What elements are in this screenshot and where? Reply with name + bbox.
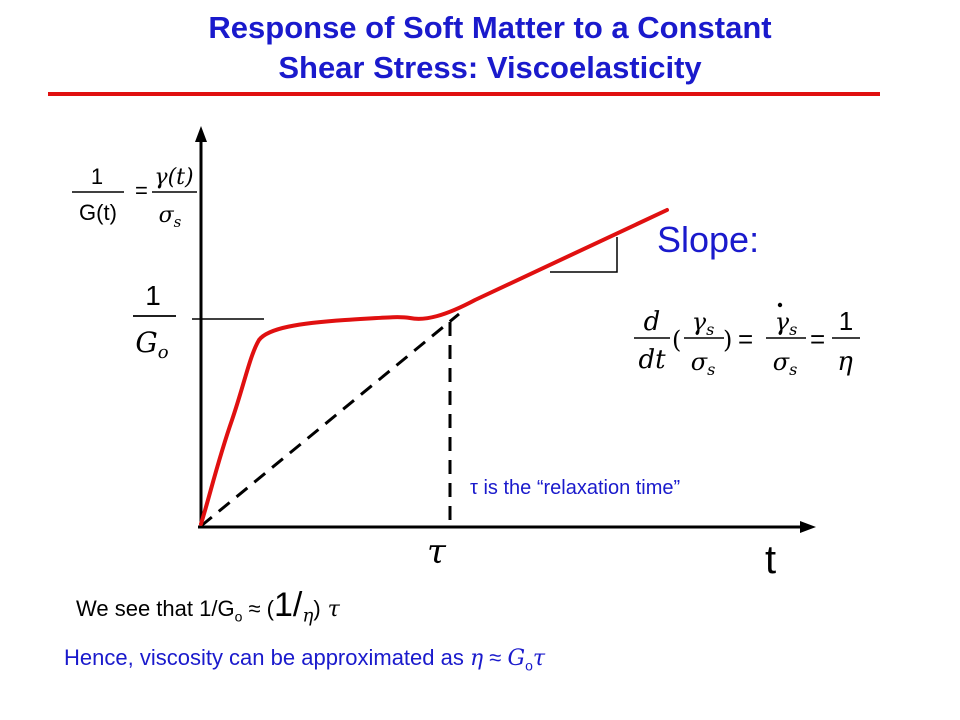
we-see-prefix: We see that 1/G xyxy=(76,596,235,621)
we-see-statement: We see that 1/Go ≈ (1/η) τ xyxy=(76,586,340,626)
slide-title: Response of Soft Matter to a Constant Sh… xyxy=(0,8,960,88)
slope-label: Slope: xyxy=(657,219,760,260)
y-label-sigma: σ xyxy=(159,203,175,228)
slope-sigma-denominator: σs xyxy=(691,348,716,379)
hence-prefix: Hence, viscosity can be approximated as xyxy=(64,645,470,670)
slope-sigma-denominator-2: σs xyxy=(773,348,798,379)
y-axis-arrowhead xyxy=(195,126,207,142)
tau-tick-label: τ xyxy=(427,532,446,572)
we-see-approx: ≈ ( xyxy=(242,596,274,621)
slope-dt: dt xyxy=(638,345,666,375)
slope-equals-2: = xyxy=(810,324,825,354)
we-see-sub: o xyxy=(234,608,243,625)
slope-open-paren: ( xyxy=(672,326,681,354)
we-see-one-slash: 1/ xyxy=(274,586,303,624)
hence-statement: Hence, viscosity can be approximated as … xyxy=(64,645,545,673)
slope-close-paren: ) xyxy=(723,326,732,354)
we-see-tau: τ xyxy=(320,597,340,622)
we-see-eta: η xyxy=(302,605,314,627)
y-axis-label: 1 G(t) = γ(t) σs xyxy=(72,164,197,231)
slope-triangle xyxy=(550,237,618,273)
inverse-modulus-numerator: 1 xyxy=(145,280,161,311)
creep-compliance-curve xyxy=(199,208,669,526)
inverse-modulus-label: 1 Go xyxy=(133,280,176,363)
title-line-1: Response of Soft Matter to a Constant xyxy=(208,10,772,45)
x-axis-arrowhead xyxy=(800,521,816,533)
slope-gamma-numerator: γs xyxy=(692,308,715,339)
y-label-lhs-denominator: G(t) xyxy=(79,200,117,225)
relaxation-time-note: τ is the “relaxation time” xyxy=(470,477,681,499)
hence-g: G xyxy=(507,646,526,671)
time-axis-label: t xyxy=(765,538,777,582)
hence-tau: τ xyxy=(532,646,546,671)
title-underline xyxy=(48,92,880,96)
slope-gamma-dot xyxy=(777,302,783,308)
slope-gammadot-numerator: γs xyxy=(775,308,798,339)
y-label-sigma-sub: s xyxy=(174,213,182,231)
title-line-2: Shear Stress: Viscoelasticity xyxy=(278,50,702,85)
slope-d: d xyxy=(644,307,661,337)
y-label-rhs-denominator: σs xyxy=(159,203,182,231)
slope-equation: d dt ( γs σs ) = γs σs = 1 η xyxy=(634,302,860,379)
hence-approx: ≈ xyxy=(483,645,508,670)
slope-eta: η xyxy=(837,347,853,377)
hence-sub: o xyxy=(525,657,533,674)
extrapolation-dashed-line xyxy=(200,312,460,528)
inverse-modulus-denominator: Go xyxy=(135,326,168,363)
hence-eta: η xyxy=(469,646,484,671)
y-label-equals: = xyxy=(135,178,148,203)
slope-equals-1: = xyxy=(738,324,753,354)
y-label-lhs-numerator: 1 xyxy=(91,164,103,189)
y-label-rhs-numerator: γ(t) xyxy=(154,165,193,190)
we-see-close: ) xyxy=(313,596,321,621)
slope-one: 1 xyxy=(839,306,853,336)
